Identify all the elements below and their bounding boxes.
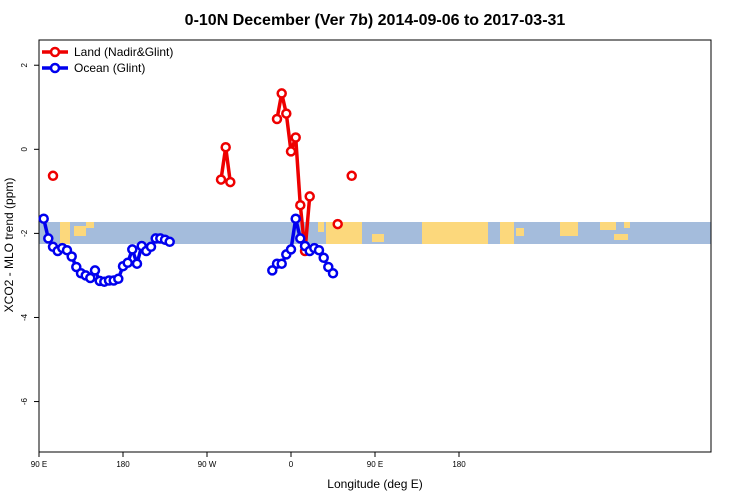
y-tick-label: -2 — [20, 229, 29, 237]
legend-label: Land (Nadir&Glint) — [74, 45, 173, 59]
data-point-ocean — [66, 251, 77, 262]
land-patch — [60, 222, 70, 244]
data-point-ocean — [285, 244, 297, 255]
land-patch — [624, 222, 630, 228]
legend: Land (Nadir&Glint) Ocean (Glint) — [42, 45, 173, 75]
data-point-land — [285, 146, 297, 157]
data-point-ocean — [290, 213, 301, 224]
land-patch — [318, 222, 324, 232]
legend-marker — [49, 62, 61, 74]
data-point-ocean — [145, 241, 157, 253]
data-point-land — [225, 176, 236, 188]
land-patch — [326, 222, 362, 244]
series-layer — [38, 88, 357, 287]
x-tick-label: 180 — [116, 460, 130, 469]
data-point-ocean — [313, 244, 325, 256]
x-tick-label: 90 W — [198, 460, 217, 469]
y-tick-label: -6 — [20, 397, 29, 405]
data-point-ocean — [38, 213, 49, 224]
y-tick-label: 2 — [20, 62, 29, 67]
land-patch — [614, 234, 628, 240]
data-point-ocean — [127, 244, 138, 255]
data-point-ocean — [295, 233, 306, 244]
data-point-ocean — [113, 273, 124, 285]
data-point-land — [332, 218, 343, 230]
land-patch — [372, 234, 384, 242]
data-point-ocean — [131, 258, 143, 269]
land-patch — [560, 222, 578, 236]
data-point-land — [47, 170, 59, 182]
axes: 90 E 180 90 W 0 90 E 180 2 0 -2 -4 -6 — [20, 39, 712, 469]
x-tick-label: 0 — [289, 460, 294, 469]
x-tick-label: 90 E — [367, 460, 383, 469]
data-point-land — [271, 113, 283, 125]
data-point-ocean — [89, 265, 101, 276]
data-point-land — [304, 191, 315, 202]
y-tick-label: 0 — [20, 147, 29, 152]
legend-label: Ocean (Glint) — [74, 61, 145, 75]
data-point-land — [346, 170, 357, 182]
data-point-ocean — [267, 265, 278, 276]
land-patch — [86, 222, 94, 228]
data-point-ocean — [43, 233, 54, 244]
land-patch — [516, 228, 524, 236]
y-tick-label: -4 — [20, 313, 29, 321]
data-point-land — [295, 199, 306, 211]
data-point-ocean — [122, 257, 133, 269]
legend-marker — [49, 46, 61, 58]
chart-title: 0-10N December (Ver 7b) 2014-09-06 to 20… — [185, 12, 566, 29]
x-tick-label: 180 — [452, 460, 466, 469]
land-patch — [422, 222, 488, 244]
data-point-land — [215, 174, 227, 185]
series-ocean — [38, 213, 339, 287]
land-patch — [500, 222, 514, 244]
map-band — [39, 222, 711, 244]
x-axis-label: Longitude (deg E) — [327, 477, 422, 491]
data-point-ocean — [318, 252, 329, 264]
land-patch — [74, 226, 86, 236]
data-point-ocean — [327, 268, 339, 279]
data-point-ocean — [85, 272, 96, 284]
data-point-ocean — [164, 236, 175, 248]
ocean-band — [39, 222, 711, 244]
data-point-land — [276, 88, 287, 99]
data-point-ocean — [276, 258, 287, 269]
data-point-land — [290, 132, 301, 143]
land-patch — [600, 222, 616, 230]
x-tick-label: 90 E — [31, 460, 47, 469]
data-point-land — [281, 108, 292, 119]
data-point-land — [220, 141, 231, 153]
y-axis-label: XCO2 - MLO trend (ppm) — [2, 178, 16, 313]
